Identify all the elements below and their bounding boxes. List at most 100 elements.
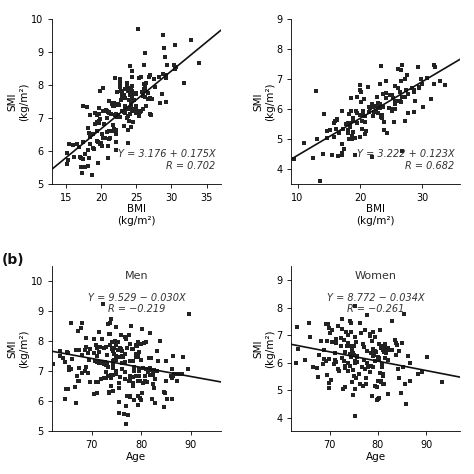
- Point: [382, 344, 389, 352]
- Point: [110, 356, 118, 364]
- Point: [356, 133, 364, 141]
- Point: [107, 315, 115, 323]
- Point: [340, 336, 348, 343]
- Point: [333, 116, 341, 124]
- Point: [366, 104, 374, 111]
- Point: [382, 345, 390, 352]
- Point: [369, 364, 377, 371]
- Point: [82, 344, 90, 351]
- Point: [331, 349, 338, 357]
- Point: [399, 93, 406, 101]
- Point: [352, 107, 360, 115]
- Point: [126, 110, 133, 118]
- Point: [122, 336, 130, 343]
- Text: Women: Women: [355, 271, 397, 282]
- Point: [369, 328, 376, 336]
- Point: [403, 72, 411, 79]
- Text: Y = 3.176 + 0.175X
R = 0.702: Y = 3.176 + 0.175X R = 0.702: [118, 149, 216, 171]
- Point: [390, 118, 398, 126]
- Point: [179, 353, 187, 361]
- Point: [349, 349, 357, 356]
- Point: [364, 84, 371, 91]
- Point: [102, 344, 109, 351]
- Point: [114, 111, 122, 119]
- Point: [120, 410, 128, 418]
- Point: [100, 345, 108, 352]
- Point: [341, 364, 348, 372]
- Point: [328, 326, 336, 334]
- Point: [293, 323, 301, 331]
- Point: [147, 110, 155, 118]
- Point: [347, 108, 355, 115]
- Point: [401, 93, 409, 100]
- Point: [132, 352, 139, 360]
- Point: [127, 101, 134, 109]
- Point: [79, 155, 86, 163]
- Point: [128, 92, 136, 100]
- Point: [379, 346, 387, 354]
- Point: [171, 61, 178, 68]
- Point: [161, 390, 169, 397]
- Point: [385, 104, 392, 112]
- Point: [118, 88, 126, 96]
- Point: [337, 343, 345, 350]
- Point: [324, 371, 331, 378]
- Point: [334, 322, 341, 330]
- Point: [78, 351, 86, 359]
- Point: [406, 377, 413, 384]
- Point: [124, 112, 131, 120]
- Point: [330, 360, 338, 368]
- Point: [344, 339, 352, 347]
- Point: [124, 410, 131, 418]
- Point: [85, 154, 92, 161]
- Point: [335, 129, 343, 137]
- Point: [335, 367, 343, 374]
- Point: [348, 132, 356, 139]
- Point: [406, 360, 413, 367]
- Point: [69, 141, 77, 148]
- Point: [130, 397, 137, 404]
- Point: [126, 96, 134, 103]
- Point: [142, 84, 149, 92]
- Point: [140, 85, 148, 93]
- Point: [126, 373, 134, 381]
- Point: [136, 74, 143, 82]
- Point: [109, 359, 117, 367]
- Point: [105, 109, 113, 117]
- Point: [328, 338, 336, 346]
- Point: [373, 396, 380, 404]
- Point: [94, 389, 101, 396]
- Point: [84, 369, 91, 377]
- Point: [347, 353, 355, 361]
- Point: [141, 372, 149, 380]
- Point: [401, 381, 409, 388]
- Point: [150, 366, 158, 374]
- Point: [396, 98, 404, 105]
- Point: [108, 345, 116, 352]
- Point: [118, 96, 125, 103]
- Point: [380, 343, 387, 351]
- Point: [352, 357, 359, 365]
- Point: [75, 144, 82, 151]
- Point: [362, 327, 369, 334]
- Point: [125, 377, 133, 385]
- Point: [63, 160, 70, 168]
- Point: [116, 373, 124, 381]
- Point: [74, 327, 82, 335]
- Point: [110, 128, 118, 135]
- Point: [161, 53, 169, 61]
- Point: [395, 374, 403, 382]
- Point: [84, 349, 92, 356]
- Point: [188, 36, 195, 44]
- Point: [351, 134, 358, 142]
- Point: [116, 353, 123, 361]
- Point: [427, 95, 435, 102]
- Point: [172, 64, 179, 71]
- Point: [160, 403, 168, 411]
- Point: [144, 378, 151, 385]
- Point: [320, 355, 328, 363]
- Point: [106, 330, 114, 338]
- Point: [134, 338, 142, 346]
- Point: [135, 112, 143, 120]
- Point: [414, 370, 422, 378]
